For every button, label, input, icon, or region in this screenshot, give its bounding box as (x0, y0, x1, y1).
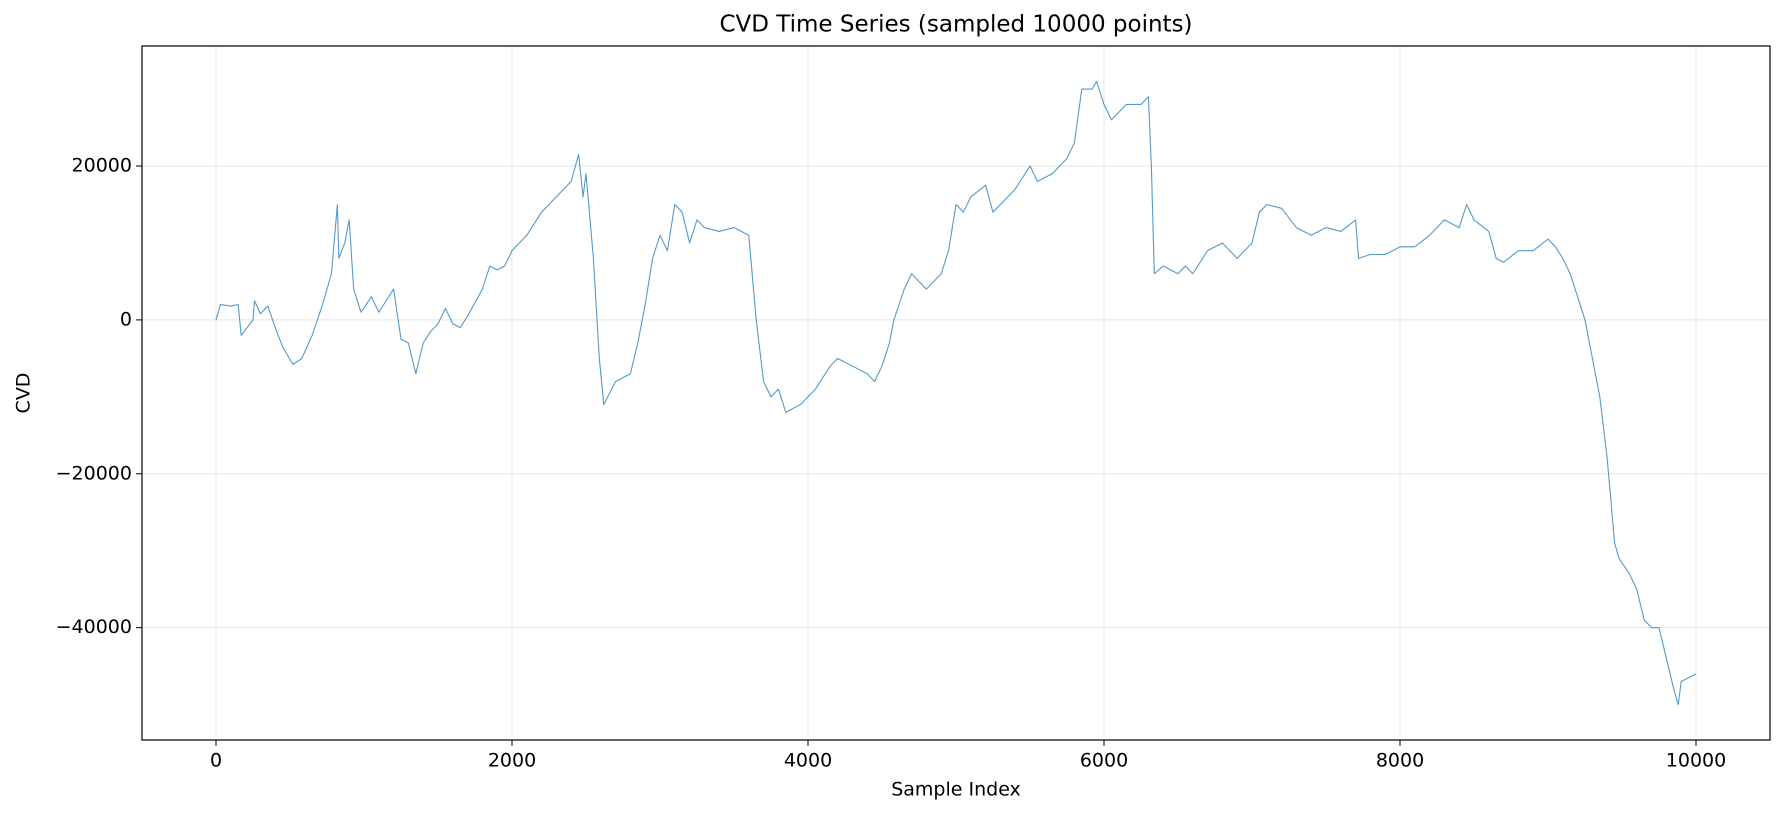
x-tick-label: 10000 (1666, 750, 1726, 772)
y-tick-label: −40000 (56, 616, 132, 638)
x-tick-label: 2000 (488, 750, 536, 772)
y-tick-label: 0 (120, 308, 132, 330)
x-axis-label: Sample Index (891, 779, 1021, 801)
y-tick-label: 20000 (72, 155, 132, 177)
x-tick-label: 6000 (1080, 750, 1128, 772)
x-tick-label: 8000 (1376, 750, 1424, 772)
y-axis-label: CVD (13, 373, 35, 414)
chart-title: CVD Time Series (sampled 10000 points) (719, 12, 1192, 38)
x-tick-label: 0 (210, 750, 222, 772)
plot-frame (141, 45, 1771, 741)
x-tick-label: 4000 (784, 750, 832, 772)
data-line (215, 80, 1697, 706)
y-tick-label: −20000 (56, 462, 132, 484)
